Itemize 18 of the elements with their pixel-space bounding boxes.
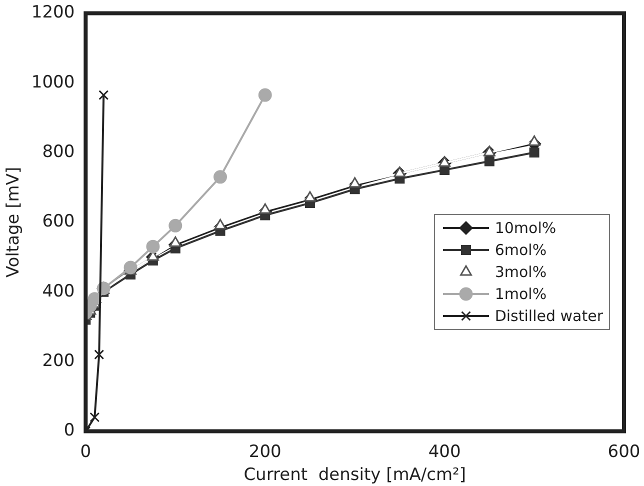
- y-tick-label: 400: [42, 281, 75, 302]
- y-tick-label: 1000: [31, 72, 75, 92]
- legend-label: 6mol%: [494, 241, 547, 260]
- x-tick-label: 0: [80, 442, 92, 462]
- legend-label: Distilled water: [494, 307, 603, 326]
- y-tick-label: 200: [42, 350, 75, 371]
- y-tick-label: 600: [42, 212, 75, 232]
- legend-label: 1mol%: [494, 285, 547, 304]
- x-axis-title: Current density [mA/cm²]: [244, 465, 466, 486]
- x-tick-label: 600: [608, 442, 640, 462]
- x-tick-label: 400: [428, 442, 461, 462]
- legend-label: 10mol%: [494, 219, 556, 238]
- x-tick-label: 200: [248, 442, 282, 462]
- legend-label: 3mol%: [494, 263, 547, 282]
- y-axis-title: Voltage [mV]: [4, 166, 24, 278]
- y-tick-label: 800: [42, 142, 75, 162]
- y-tick-label: 1200: [31, 2, 75, 23]
- y-tick-label: 0: [64, 420, 75, 441]
